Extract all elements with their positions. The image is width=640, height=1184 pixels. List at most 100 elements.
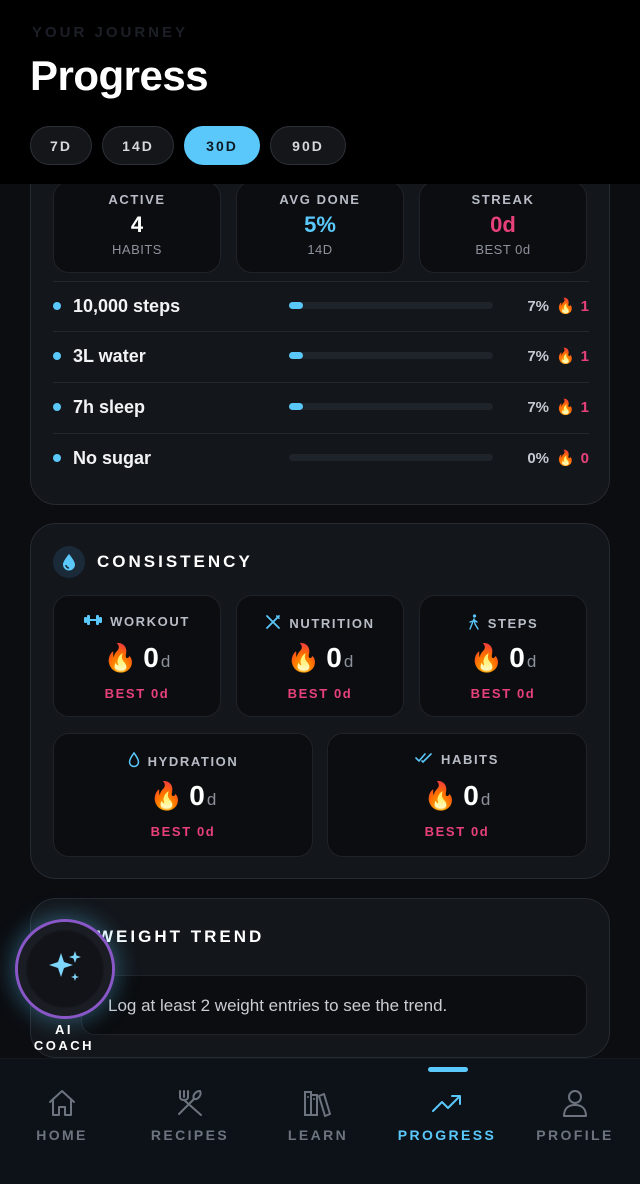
habit-name: 10,000 steps bbox=[73, 296, 181, 316]
nav-learn[interactable]: LEARN bbox=[254, 1085, 382, 1143]
bottom-nav: HOME RECIPES LEARN PROGRESS PROFILE bbox=[0, 1058, 640, 1184]
divider bbox=[53, 281, 589, 282]
drop-icon bbox=[53, 546, 85, 578]
habit-row[interactable]: 7h sleep 7% 🔥 1 bbox=[53, 382, 589, 432]
nav-progress[interactable]: PROGRESS bbox=[383, 1085, 511, 1143]
fire-icon: 🔥 bbox=[103, 643, 138, 673]
tile-value: 0 bbox=[463, 780, 479, 811]
page-title: Progress bbox=[30, 52, 209, 99]
tile-unit: d bbox=[343, 652, 354, 671]
consistency-tile-habits[interactable]: HABITS 🔥 0 d BEST 0d bbox=[327, 733, 587, 857]
nav-label: LEARN bbox=[287, 1127, 349, 1143]
fork-knife-icon bbox=[126, 1085, 254, 1121]
tile-label: WORKOUT bbox=[110, 614, 190, 629]
tile-label: NUTRITION bbox=[289, 616, 375, 631]
nav-home[interactable]: HOME bbox=[0, 1085, 126, 1143]
consistency-card: CONSISTENCY WORKOUT 🔥 0 d BEST 0d NUTRIT… bbox=[30, 523, 610, 879]
ai-coach-label-line2: COACH bbox=[33, 1038, 95, 1053]
nav-label: HOME bbox=[36, 1127, 88, 1143]
habit-dot-icon bbox=[53, 403, 61, 411]
weight-trend-title: WEIGHT TREND bbox=[97, 927, 265, 946]
stat-value: 0d bbox=[490, 212, 516, 237]
header: YOUR JOURNEY Progress 7D 14D 30D 90D bbox=[0, 0, 640, 184]
habit-streak: 1 bbox=[580, 399, 589, 416]
range-selector: 7D 14D 30D 90D bbox=[30, 126, 346, 165]
range-30d-button[interactable]: 30D bbox=[184, 126, 260, 165]
sparkles-icon bbox=[45, 947, 85, 992]
habit-progress-fill bbox=[289, 302, 304, 309]
habit-row[interactable]: 3L water 7% 🔥 1 bbox=[53, 331, 589, 381]
habit-streak: 1 bbox=[580, 298, 589, 315]
tile-label: STEPS bbox=[487, 616, 539, 631]
divider bbox=[53, 331, 589, 332]
stat-label: STREAK bbox=[471, 192, 535, 207]
active-tab-indicator bbox=[428, 1067, 468, 1072]
nav-recipes[interactable]: RECIPES bbox=[126, 1085, 254, 1143]
home-icon bbox=[0, 1085, 126, 1121]
habit-percent: 0% bbox=[527, 450, 549, 467]
tile-value: 0 bbox=[189, 780, 205, 811]
habit-progress-bar bbox=[289, 403, 493, 410]
tile-best: BEST 0d bbox=[470, 686, 536, 701]
double-check-icon bbox=[415, 752, 433, 767]
stat-value: 5% bbox=[304, 212, 336, 237]
ai-coach-button[interactable] bbox=[18, 922, 112, 1016]
tile-label: HABITS bbox=[441, 752, 499, 767]
weight-trend-message: Log at least 2 weight entries to see the… bbox=[108, 996, 448, 1015]
fire-icon: 🔥 bbox=[556, 348, 575, 365]
stat-sub: BEST 0d bbox=[475, 242, 531, 257]
nav-profile[interactable]: PROFILE bbox=[511, 1085, 639, 1143]
range-14d-button[interactable]: 14D bbox=[102, 126, 174, 165]
stat-streak: STREAK 0d BEST 0d bbox=[419, 181, 587, 273]
habit-progress-bar bbox=[289, 302, 493, 309]
habit-progress-fill bbox=[289, 403, 304, 410]
tile-best: BEST 0d bbox=[424, 824, 490, 839]
fire-icon: 🔥 bbox=[556, 450, 575, 467]
ai-coach-label-line1: AI bbox=[55, 1022, 73, 1037]
habit-name: 7h sleep bbox=[73, 397, 146, 417]
stat-active: ACTIVE 4 HABITS bbox=[53, 181, 221, 273]
habit-name: 3L water bbox=[73, 346, 146, 366]
stat-sub: HABITS bbox=[112, 242, 162, 257]
tile-value: 0 bbox=[509, 642, 525, 673]
habit-row[interactable]: No sugar 0% 🔥 0 bbox=[53, 433, 589, 483]
tile-best: BEST 0d bbox=[287, 686, 353, 701]
divider bbox=[53, 433, 589, 434]
books-icon bbox=[254, 1085, 382, 1121]
habit-dot-icon bbox=[53, 454, 61, 462]
consistency-tile-nutrition[interactable]: NUTRITION 🔥 0 d BEST 0d bbox=[236, 595, 404, 717]
fire-icon: 🔥 bbox=[556, 399, 575, 416]
consistency-title: CONSISTENCY bbox=[97, 552, 253, 571]
habits-card: ACTIVE 4 HABITS AVG DONE 5% 14D STREAK 0… bbox=[30, 150, 610, 505]
habit-dot-icon bbox=[53, 352, 61, 360]
fire-icon: 🔥 bbox=[556, 298, 575, 315]
weight-trend-empty-message: Log at least 2 weight entries to see the… bbox=[81, 975, 587, 1035]
consistency-tile-hydration[interactable]: HYDRATION 🔥 0 d BEST 0d bbox=[53, 733, 313, 857]
stat-label: AVG DONE bbox=[279, 192, 361, 207]
consistency-tile-steps[interactable]: STEPS 🔥 0 d BEST 0d bbox=[419, 595, 587, 717]
walking-icon bbox=[468, 614, 480, 633]
habit-row[interactable]: 10,000 steps 7% 🔥 1 bbox=[53, 281, 589, 331]
trend-up-icon bbox=[383, 1085, 511, 1121]
habit-progress-fill bbox=[289, 352, 304, 359]
tile-unit: d bbox=[480, 790, 491, 809]
habit-percent: 7% bbox=[527, 348, 549, 365]
range-7d-button[interactable]: 7D bbox=[30, 126, 92, 165]
water-drop-icon bbox=[128, 751, 140, 771]
stat-sub: 14D bbox=[307, 242, 333, 257]
dumbbell-icon bbox=[84, 614, 103, 629]
ai-coach-label: AI COACH bbox=[20, 1022, 108, 1054]
tile-best: BEST 0d bbox=[150, 824, 216, 839]
nav-label: RECIPES bbox=[150, 1127, 230, 1143]
tile-unit: d bbox=[160, 652, 171, 671]
habit-streak: 1 bbox=[580, 348, 589, 365]
consistency-tile-workout[interactable]: WORKOUT 🔥 0 d BEST 0d bbox=[53, 595, 221, 717]
tile-best: BEST 0d bbox=[104, 686, 170, 701]
divider bbox=[53, 382, 589, 383]
person-icon bbox=[511, 1085, 639, 1121]
tile-value: 0 bbox=[143, 642, 159, 673]
page-eyebrow: YOUR JOURNEY bbox=[32, 24, 189, 41]
nav-label: PROGRESS bbox=[397, 1127, 497, 1143]
range-90d-button[interactable]: 90D bbox=[270, 126, 346, 165]
